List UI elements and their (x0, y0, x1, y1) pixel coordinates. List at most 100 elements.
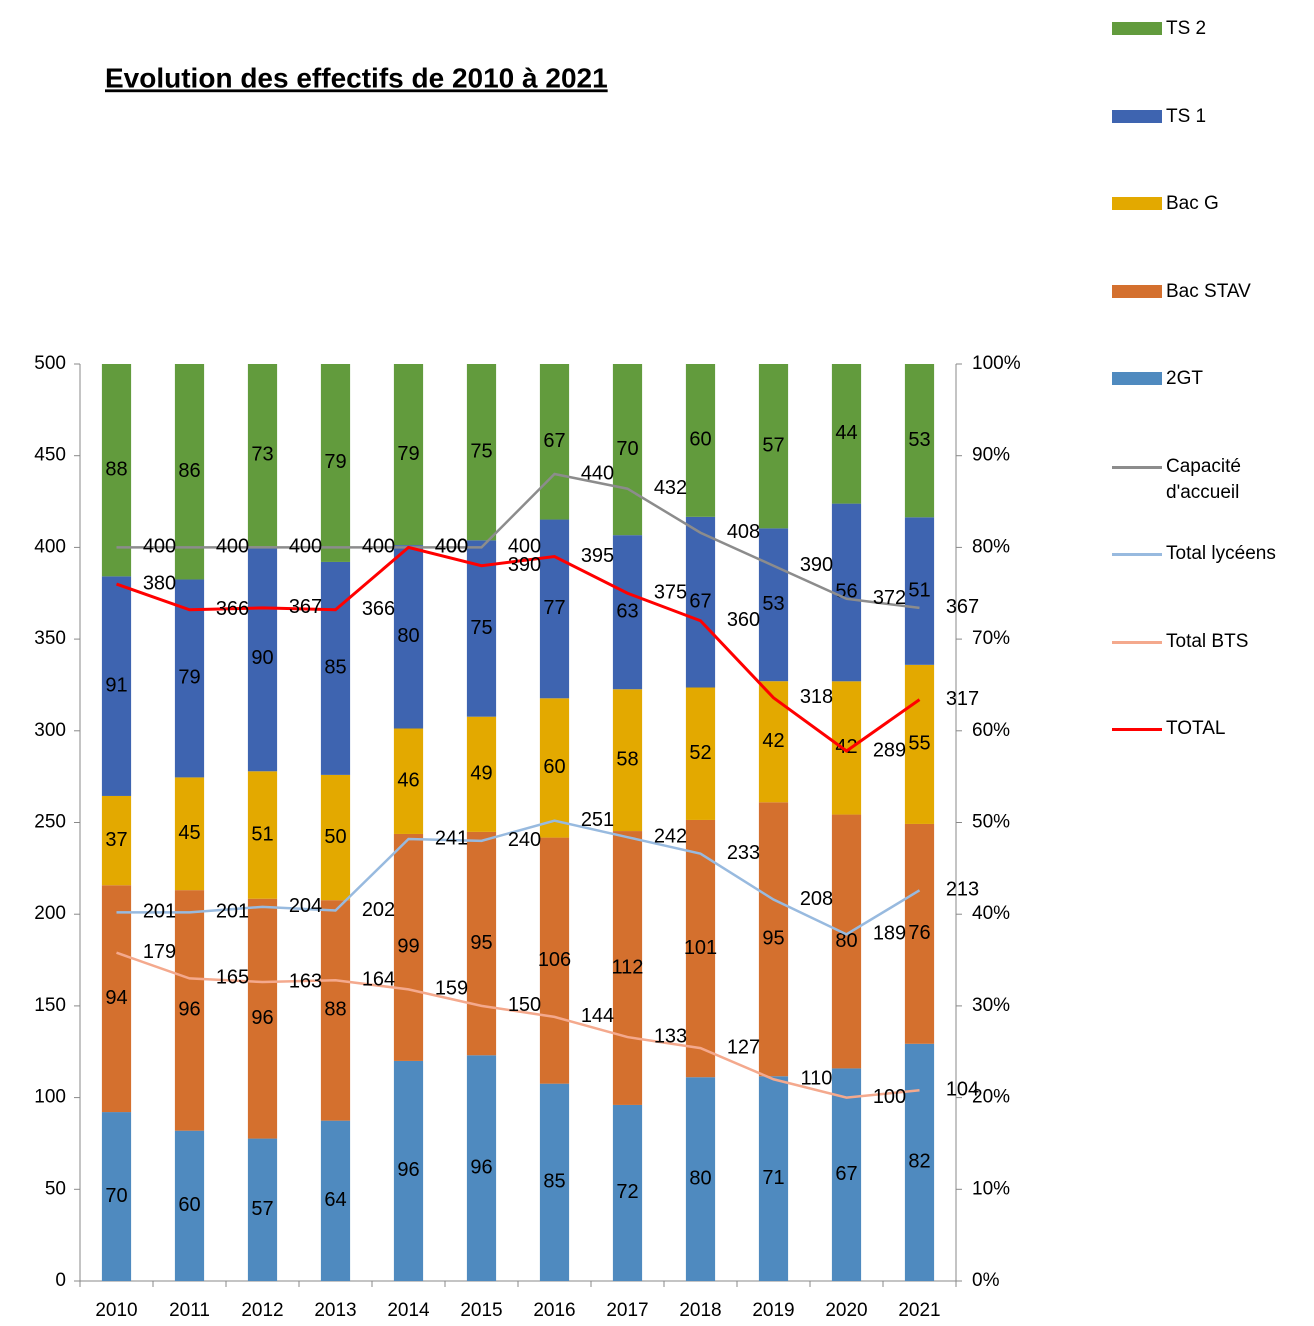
legend-label: Total BTS (1166, 630, 1249, 652)
bar-label: 96 (251, 1007, 273, 1029)
bar-label: 70 (105, 1185, 127, 1207)
line-label: 241 (435, 827, 468, 849)
line-label: 400 (216, 536, 249, 558)
bar (539, 698, 570, 838)
legend-label: Bac G (1166, 193, 1219, 214)
bar (539, 1083, 570, 1281)
line-label: 289 (873, 739, 906, 761)
line-label: 390 (800, 554, 833, 576)
legend-swatch (1112, 465, 1162, 469)
bar (393, 1060, 424, 1281)
bar-label: 67 (835, 1163, 857, 1185)
bar (685, 687, 716, 820)
bar (758, 364, 789, 529)
bar-label: 85 (324, 657, 346, 679)
bar (320, 561, 351, 775)
bar-label: 46 (397, 770, 419, 792)
y2-tick-label: 30% (972, 995, 1010, 1016)
bar (320, 1120, 351, 1281)
legend-label: Bac STAV (1166, 280, 1251, 302)
y2-tick-label: 50% (972, 812, 1010, 833)
bar (612, 689, 643, 832)
line-label: 400 (508, 536, 541, 558)
line-label: 400 (435, 536, 468, 558)
bar (539, 519, 570, 699)
line-label: 251 (581, 809, 614, 831)
y2-tick-label: 40% (972, 903, 1010, 924)
bar-label: 80 (835, 930, 857, 952)
bar-label: 51 (908, 579, 930, 601)
y-tick-label: 200 (34, 903, 66, 924)
line (116, 472, 920, 610)
bar-label: 67 (543, 430, 565, 452)
y2-tick-label: 90% (972, 445, 1010, 466)
line-label: 367 (289, 596, 322, 618)
bar (685, 819, 716, 1078)
x-tick-label: 2020 (825, 1300, 867, 1321)
bar (247, 546, 278, 772)
y2-tick-label: 70% (972, 628, 1010, 649)
bar-label: 44 (835, 422, 857, 444)
bar-label: 90 (251, 647, 273, 669)
bar-label: 67 (689, 590, 711, 612)
line-label: 440 (581, 462, 614, 484)
line-label: 202 (362, 899, 395, 921)
bar-label: 80 (397, 625, 419, 647)
line-label: 127 (727, 1036, 760, 1058)
y-tick-label: 350 (34, 628, 66, 649)
bar (831, 681, 862, 815)
bar (904, 1043, 935, 1281)
bar-label: 51 (251, 823, 273, 845)
bar-label: 91 (105, 674, 127, 696)
y-tick-label: 150 (34, 995, 66, 1016)
x-tick-label: 2011 (169, 1300, 210, 1321)
line-label: 240 (508, 829, 541, 851)
line-label: 318 (800, 686, 833, 708)
bar-label: 96 (470, 1156, 492, 1178)
line-label: 204 (289, 895, 322, 917)
bar-label: 85 (543, 1171, 565, 1193)
bar-label: 88 (105, 458, 127, 480)
bar-label: 95 (762, 928, 784, 950)
bar-label: 58 (616, 748, 638, 770)
bar-label: 45 (178, 822, 200, 844)
bar (174, 579, 205, 778)
bar-label: 60 (543, 756, 565, 778)
bar (466, 831, 497, 1056)
line-label: 432 (654, 477, 687, 499)
bar-label: 42 (762, 730, 784, 752)
bar-label: 80 (689, 1167, 711, 1189)
legend-swatch (1112, 728, 1162, 731)
bar-label: 37 (105, 829, 127, 851)
line-label: 367 (946, 596, 979, 618)
line-label: 360 (727, 609, 760, 631)
y2-tick-label: 80% (972, 536, 1010, 557)
legend-swatch (1112, 553, 1162, 556)
bar (247, 1138, 278, 1281)
bar (758, 681, 789, 803)
line-label: 163 (289, 970, 322, 992)
line-label: 233 (727, 842, 760, 864)
legend-item: Capacité d'accueil (1112, 454, 1306, 506)
bar-label: 63 (616, 600, 638, 622)
bar-label: 99 (397, 936, 419, 958)
line-label: 144 (581, 1005, 614, 1027)
legend-item: Total BTS (1112, 629, 1248, 655)
legend-item: 2GT (1112, 366, 1203, 392)
bar (174, 890, 205, 1131)
bar (101, 364, 132, 577)
bar (101, 885, 132, 1113)
bar-label: 72 (616, 1181, 638, 1203)
line-label: 100 (873, 1086, 906, 1108)
bar (612, 364, 643, 536)
x-tick-label: 2013 (314, 1300, 356, 1321)
bar (612, 535, 643, 690)
bar-label: 71 (762, 1167, 784, 1189)
bar-label: 106 (538, 949, 571, 971)
bar-label: 96 (397, 1159, 419, 1181)
legend-item: Bac G (1112, 191, 1219, 217)
legend-item: Total lycéens (1112, 541, 1276, 567)
line-label: 208 (800, 888, 833, 910)
bar (101, 576, 132, 796)
